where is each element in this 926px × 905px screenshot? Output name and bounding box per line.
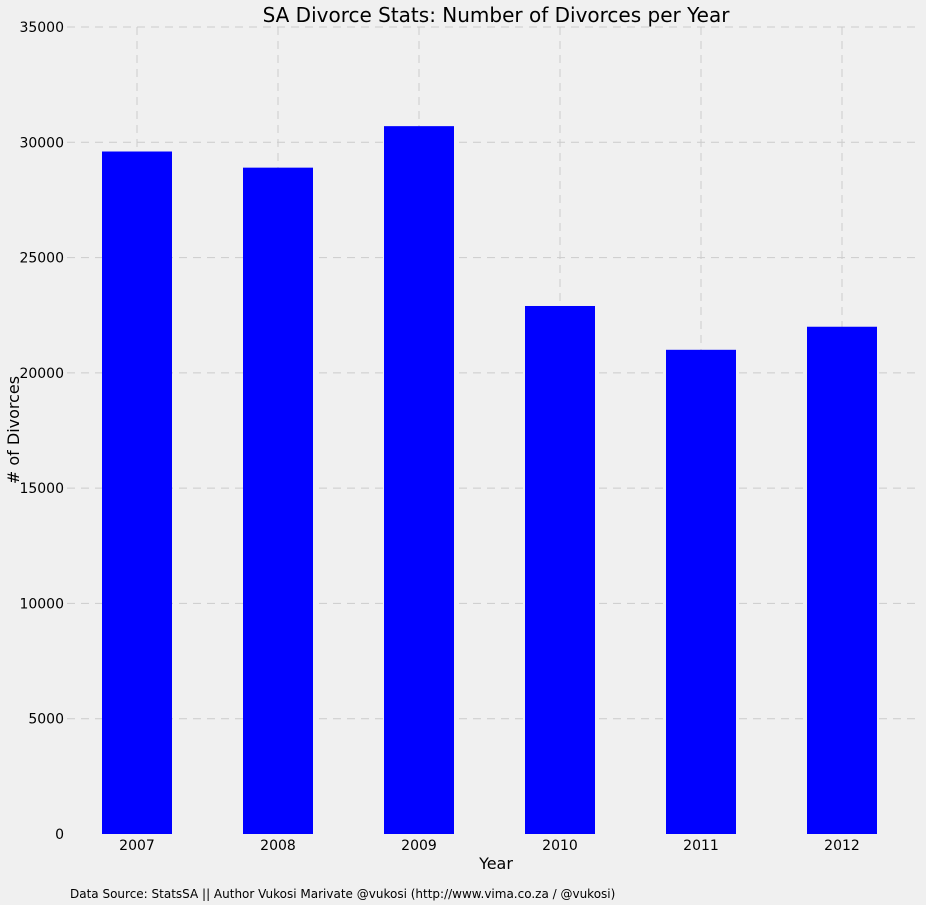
x-tick-label: 2009	[401, 838, 437, 854]
x-tick-label: 2011	[683, 838, 719, 854]
x-tick-label: 2010	[542, 838, 578, 854]
y-tick-label: 5000	[28, 712, 64, 728]
bar-2009	[384, 126, 454, 835]
y-tick-label: 15000	[19, 481, 64, 497]
chart-title: SA Divorce Stats: Number of Divorces per…	[263, 3, 731, 27]
y-tick-label: 35000	[19, 20, 64, 36]
y-tick-label: 20000	[19, 366, 64, 382]
y-tick-label: 10000	[19, 596, 64, 612]
y-axis-ticks: 0 5000 10000 15000 20000 25000 30000 35000	[19, 20, 64, 843]
y-axis-title: # of Divorces	[4, 376, 23, 484]
y-tick-label: 0	[55, 827, 64, 843]
y-tick-label: 30000	[19, 135, 64, 151]
x-tick-label: 2007	[119, 838, 155, 854]
bar-2007	[102, 151, 172, 835]
x-axis-ticks: 2007 2008 2009 2010 2011 2012	[119, 838, 860, 854]
bar-2008	[243, 167, 313, 835]
x-tick-label: 2012	[824, 838, 860, 854]
bars	[102, 126, 877, 835]
x-axis-title: Year	[478, 854, 513, 873]
x-tick-label: 2008	[260, 838, 296, 854]
y-tick-label: 25000	[19, 251, 64, 267]
data-source-footnote: Data Source: StatsSA || Author Vukosi Ma…	[70, 887, 615, 901]
grid	[67, 26, 921, 834]
bar-2011	[666, 349, 736, 834]
bar-2010	[525, 305, 595, 834]
bar-2012	[807, 326, 877, 834]
